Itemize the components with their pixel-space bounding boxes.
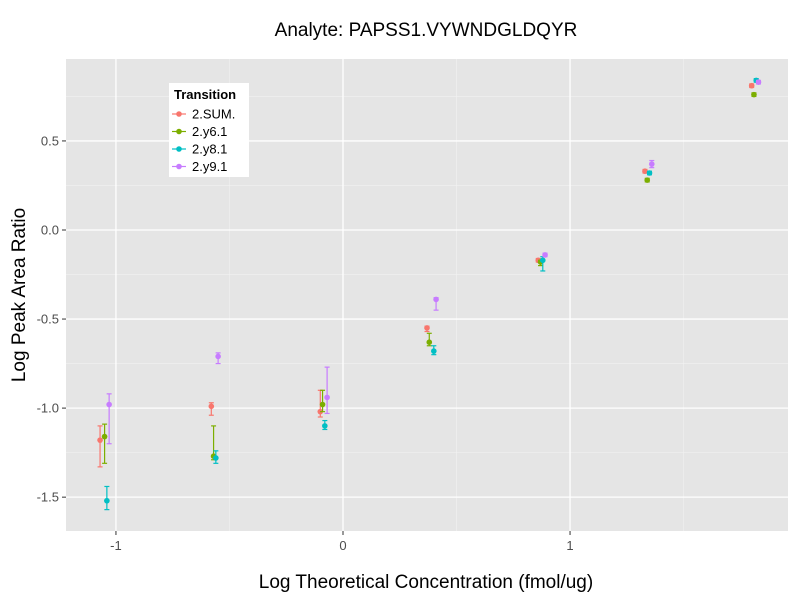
data-point [751, 91, 757, 98]
series-layer [97, 77, 762, 511]
y-axis: -1.5 -1.0 -0.5 0.0 0.5 [37, 133, 66, 505]
legend-label: 2.SUM. [192, 107, 235, 122]
y-axis-title: Log Peak Area Ratio [9, 208, 30, 382]
data-point [208, 403, 215, 410]
legend-key-point [176, 163, 182, 170]
data-point [104, 497, 110, 504]
legend-key-point [176, 111, 182, 117]
data-point [213, 455, 219, 461]
data-point [748, 82, 755, 89]
data-point [319, 401, 326, 408]
legend-key-point [176, 128, 182, 135]
data-point [646, 170, 653, 176]
legend-label: 2.y6.1 [192, 124, 227, 139]
data-point [431, 348, 437, 354]
x-tick-label: -1 [110, 538, 122, 553]
y-tick-label: 0.0 [41, 222, 59, 237]
x-tick-label: 0 [339, 538, 346, 553]
y-tick-label: -1.5 [37, 490, 59, 505]
series-2-y6-1 [101, 91, 757, 464]
legend-item: 2.y6.1 [172, 124, 227, 139]
y-tick-label: -1.0 [37, 401, 59, 416]
legend-item: 2.SUM. [172, 107, 235, 122]
data-point [642, 168, 648, 175]
data-point [215, 353, 221, 360]
data-point [101, 433, 108, 440]
data-point [424, 325, 430, 331]
y-tick-label: 0.5 [41, 133, 59, 148]
legend-title: Transition [174, 87, 236, 102]
data-point [644, 177, 651, 183]
data-point [97, 437, 103, 443]
legend: Transition 2.SUM. 2.y6.1 2.y8.1 2.y9.1 [169, 83, 249, 177]
data-point [542, 252, 548, 258]
data-point [648, 161, 655, 167]
data-point [426, 339, 433, 346]
data-point [755, 79, 762, 85]
x-axis-title: Log Theoretical Concentration (fmol/ug) [259, 572, 593, 593]
x-tick-label: 1 [566, 538, 573, 553]
data-point [433, 296, 439, 303]
data-point [539, 257, 546, 264]
legend-box [169, 83, 249, 177]
series-2-y8-1 [104, 77, 760, 511]
data-point [324, 394, 330, 401]
legend-item: 2.y8.1 [172, 142, 227, 157]
legend-label: 2.y9.1 [192, 159, 227, 174]
series-2-y9-1 [106, 79, 762, 445]
legend-key-point [176, 146, 182, 152]
y-tick-label: -0.5 [37, 312, 59, 327]
legend-item: 2.y9.1 [172, 159, 227, 174]
x-axis: -1 0 1 [110, 531, 574, 553]
data-point [106, 401, 112, 408]
data-point [322, 423, 328, 429]
legend-items: 2.SUM. 2.y6.1 2.y8.1 2.y9.1 [172, 107, 235, 174]
legend-label: 2.y8.1 [192, 142, 227, 157]
chart-title: Analyte: PAPSS1.VYWNDGLDQYR [275, 20, 578, 41]
